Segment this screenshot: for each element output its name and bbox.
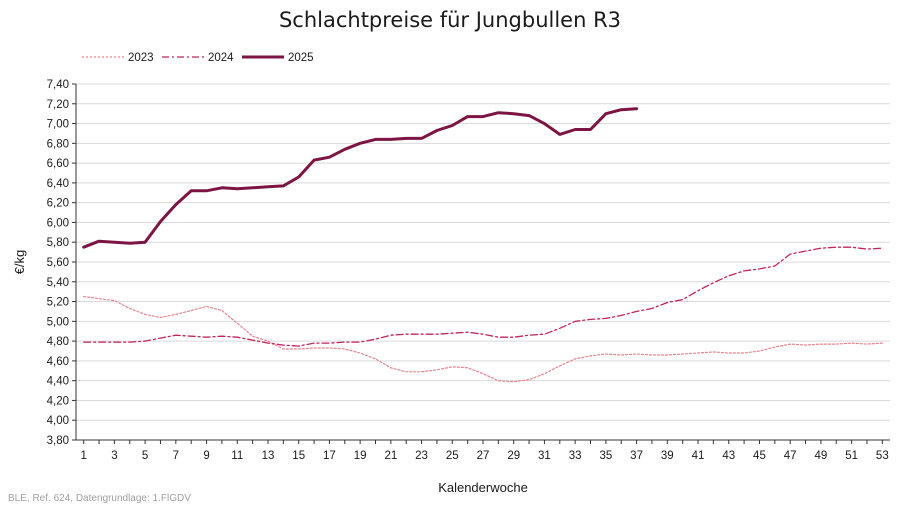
- x-tick-label: 43: [722, 450, 735, 462]
- series-line-2025: [82, 107, 639, 249]
- y-tick-label: 7,40: [47, 79, 69, 91]
- y-tick-label: 5,80: [47, 237, 69, 249]
- y-tick-label: 4,60: [47, 356, 69, 368]
- x-tick-label: 19: [354, 450, 367, 462]
- legend-label-2025: 2025: [288, 52, 314, 64]
- y-tick-label: 4,20: [47, 395, 69, 407]
- series-line-2024: [83, 246, 883, 347]
- y-axis-label: €/kg: [12, 250, 27, 275]
- x-axis-ticks: 1 3 5 7 9 11 13 15 17 19 21 23 25 27 29 31 33 35 37 39 41 43 4…: [80, 440, 889, 462]
- y-tick-label: 5,60: [47, 257, 69, 269]
- y-tick-label: 6,40: [47, 178, 69, 190]
- chart-title: Schlachtpreise für Jungbullen R3: [279, 8, 621, 32]
- x-tick-label: 51: [845, 450, 858, 462]
- y-tick-label: 6,00: [47, 217, 69, 229]
- x-tick-label: 35: [599, 450, 612, 462]
- x-tick-label: 13: [262, 450, 275, 462]
- y-tick-label: 5,20: [47, 297, 69, 309]
- y-tick-label: 4,80: [47, 336, 69, 348]
- grid-lines: [76, 83, 890, 421]
- x-tick-label: 41: [692, 450, 705, 462]
- x-tick-label: 47: [784, 450, 797, 462]
- y-tick-label: 6,20: [47, 198, 69, 210]
- x-axis-label: Kalenderwoche: [438, 480, 528, 495]
- y-tick-label: 4,00: [47, 415, 69, 427]
- source-note: BLE, Ref. 624, Datengrundlage: 1.FlGDV: [8, 493, 191, 504]
- y-tick-label: 6,80: [47, 138, 69, 150]
- x-tick-label: 17: [323, 450, 336, 462]
- x-tick-label: 27: [477, 450, 490, 462]
- y-tick-label: 5,00: [47, 316, 69, 328]
- x-tick-label: 1: [80, 450, 86, 462]
- x-tick-label: 21: [384, 450, 397, 462]
- x-tick-label: 45: [753, 450, 766, 462]
- y-axis-ticks: 3,80 4,00 4,20 4,40 4,60 4,80 5,00 5,20 5,40 5,60…: [47, 79, 76, 447]
- x-tick-label: 15: [292, 450, 305, 462]
- x-tick-label: 11: [231, 450, 243, 462]
- x-tick-label: 49: [814, 450, 827, 462]
- series-line-2023: [83, 296, 883, 383]
- x-tick-label: 53: [876, 450, 889, 462]
- y-tick-label: 7,20: [47, 99, 69, 111]
- legend-label-2024: 2024: [208, 52, 234, 64]
- series-lines: [82, 107, 883, 383]
- x-tick-label: 39: [661, 450, 674, 462]
- y-tick-label: 5,40: [47, 277, 69, 289]
- x-tick-label: 29: [507, 450, 520, 462]
- x-tick-label: 33: [569, 450, 582, 462]
- x-tick-label: 31: [538, 450, 551, 462]
- y-tick-label: 6,60: [47, 158, 69, 170]
- x-tick-label: 7: [173, 450, 179, 462]
- x-tick-label: 23: [415, 450, 428, 462]
- y-tick-label: 7,00: [47, 119, 69, 131]
- x-tick-label: 3: [111, 450, 117, 462]
- legend-label-2023: 2023: [128, 52, 154, 64]
- legend: 2023 2024 2025: [82, 52, 314, 64]
- x-tick-label: 37: [630, 450, 643, 462]
- y-tick-label: 4,40: [47, 376, 69, 388]
- x-tick-label: 9: [203, 450, 209, 462]
- x-tick-label: 25: [446, 450, 459, 462]
- y-tick-label: 3,80: [47, 435, 69, 447]
- x-tick-label: 5: [142, 450, 148, 462]
